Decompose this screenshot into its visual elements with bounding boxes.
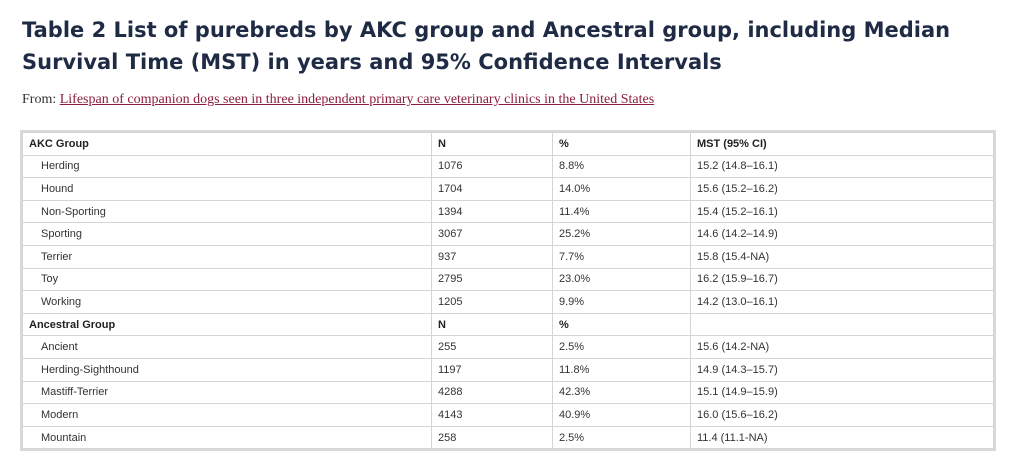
table-row: Modern 4143 40.9% 16.0 (15.6–16.2) xyxy=(22,403,994,427)
mst-cell: 15.4 (15.2–16.1) xyxy=(690,199,994,224)
header-cell: AKC Group xyxy=(22,132,432,156)
mst-cell: 15.6 (14.2-NA) xyxy=(690,335,994,359)
n-cell: 2795 xyxy=(431,267,553,292)
source-article-link[interactable]: Lifespan of companion dogs seen in three… xyxy=(59,92,655,107)
header-cell: % xyxy=(552,312,691,337)
header-cell: N xyxy=(431,312,553,337)
group-cell: Working xyxy=(22,290,432,314)
table-row: Ancient 255 2.5% 15.6 (14.2-NA) xyxy=(22,335,994,359)
n-cell: 4288 xyxy=(431,380,553,405)
akc-header-row: AKC Group N % MST (95% CI) xyxy=(22,132,994,156)
mst-cell: 14.2 (13.0–16.1) xyxy=(690,290,994,314)
percent-cell: 2.5% xyxy=(552,425,691,450)
survival-table: AKC Group N % MST (95% CI) Herding 1076 … xyxy=(22,132,994,450)
header-cell xyxy=(690,312,994,337)
table-row: Hound 1704 14.0% 15.6 (15.2–16.2) xyxy=(22,177,994,201)
mst-cell: 15.1 (14.9–15.9) xyxy=(690,380,994,405)
n-cell: 258 xyxy=(431,425,553,450)
table-row: Working 1205 9.9% 14.2 (13.0–16.1) xyxy=(22,290,994,314)
group-cell: Mastiff-Terrier xyxy=(22,380,432,405)
group-cell: Sporting xyxy=(22,222,432,246)
percent-cell: 11.4% xyxy=(552,199,691,224)
n-cell: 1394 xyxy=(431,199,553,224)
header-cell: % xyxy=(552,132,691,156)
from-label: From: xyxy=(22,92,57,107)
group-cell: Herding-Sighthound xyxy=(22,357,432,382)
table-row: Non-Sporting 1394 11.4% 15.4 (15.2–16.1) xyxy=(22,199,994,224)
percent-cell: 11.8% xyxy=(552,357,691,382)
group-cell: Terrier xyxy=(22,244,432,269)
mst-cell: 15.6 (15.2–16.2) xyxy=(690,177,994,201)
group-cell: Ancient xyxy=(22,335,432,359)
mst-cell: 14.9 (14.3–15.7) xyxy=(690,357,994,382)
mst-cell: 16.0 (15.6–16.2) xyxy=(690,403,994,427)
percent-cell: 40.9% xyxy=(552,403,691,427)
mst-cell: 15.8 (15.4-NA) xyxy=(690,244,994,269)
mst-cell: 16.2 (15.9–16.7) xyxy=(690,267,994,292)
percent-cell: 25.2% xyxy=(552,222,691,246)
table-row: Herding-Sighthound 1197 11.8% 14.9 (14.3… xyxy=(22,357,994,382)
ancestral-header-row: Ancestral Group N % xyxy=(22,312,994,337)
n-cell: 255 xyxy=(431,335,553,359)
source-line: From: Lifespan of companion dogs seen in… xyxy=(22,92,654,108)
percent-cell: 7.7% xyxy=(552,244,691,269)
mst-cell: 11.4 (11.1-NA) xyxy=(690,425,994,450)
table-row: Mountain 258 2.5% 11.4 (11.1-NA) xyxy=(22,425,994,450)
mst-cell: 14.6 (14.2–14.9) xyxy=(690,222,994,246)
table-title: Table 2 List of purebreds by AKC group a… xyxy=(22,18,951,74)
percent-cell: 2.5% xyxy=(552,335,691,359)
table-row: Herding 1076 8.8% 15.2 (14.8–16.1) xyxy=(22,154,994,179)
group-cell: Modern xyxy=(22,403,432,427)
percent-cell: 23.0% xyxy=(552,267,691,292)
header-cell: N xyxy=(431,132,553,156)
data-table-container: AKC Group N % MST (95% CI) Herding 1076 … xyxy=(20,130,996,452)
mst-cell: 15.2 (14.8–16.1) xyxy=(690,154,994,179)
percent-cell: 14.0% xyxy=(552,177,691,201)
n-cell: 3067 xyxy=(431,222,553,246)
group-cell: Non-Sporting xyxy=(22,199,432,224)
group-cell: Hound xyxy=(22,177,432,201)
n-cell: 937 xyxy=(431,244,553,269)
percent-cell: 8.8% xyxy=(552,154,691,179)
table-row: Mastiff-Terrier 4288 42.3% 15.1 (14.9–15… xyxy=(22,380,994,405)
n-cell: 1205 xyxy=(431,290,553,314)
table-row: Terrier 937 7.7% 15.8 (15.4-NA) xyxy=(22,244,994,269)
percent-cell: 42.3% xyxy=(552,380,691,405)
table-row: Toy 2795 23.0% 16.2 (15.9–16.7) xyxy=(22,267,994,292)
group-cell: Toy xyxy=(22,267,432,292)
n-cell: 1197 xyxy=(431,357,553,382)
header-cell: MST (95% CI) xyxy=(690,132,994,156)
percent-cell: 9.9% xyxy=(552,290,691,314)
group-cell: Mountain xyxy=(22,425,432,450)
table-row: Sporting 3067 25.2% 14.6 (14.2–14.9) xyxy=(22,222,994,246)
header-cell: Ancestral Group xyxy=(22,312,432,337)
n-cell: 4143 xyxy=(431,403,553,427)
n-cell: 1704 xyxy=(431,177,553,201)
group-cell: Herding xyxy=(22,154,432,179)
n-cell: 1076 xyxy=(431,154,553,179)
